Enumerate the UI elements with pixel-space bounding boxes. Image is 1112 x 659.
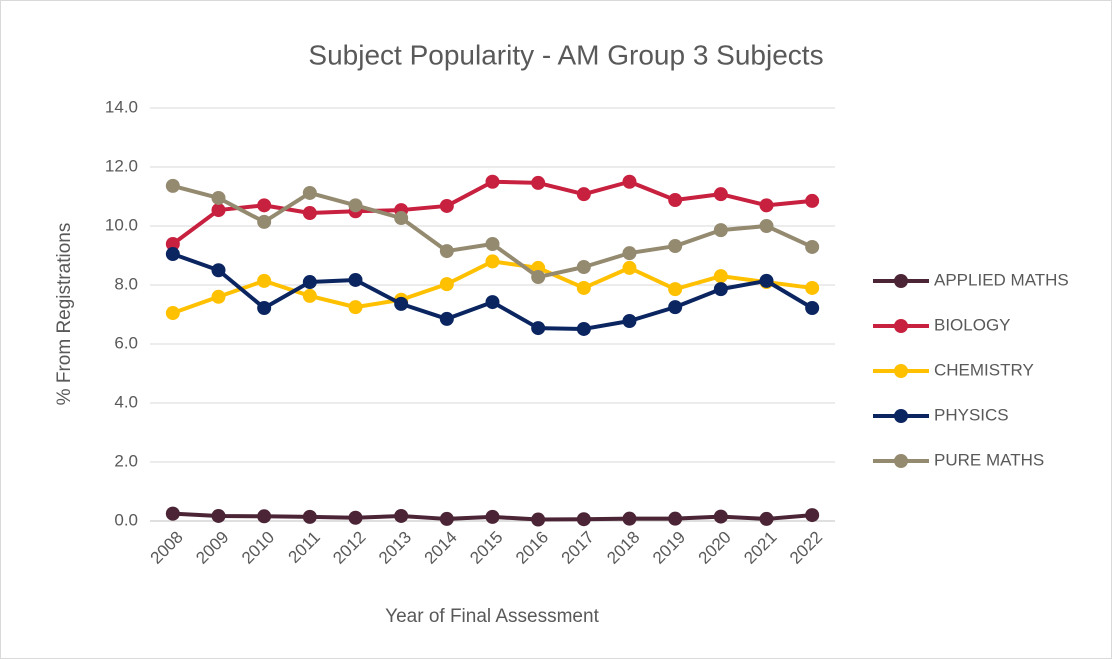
data-point bbox=[439, 311, 454, 326]
legend-marker bbox=[894, 364, 908, 378]
data-point bbox=[302, 509, 317, 524]
legend-label: BIOLOGY bbox=[934, 315, 1011, 334]
data-point bbox=[257, 301, 272, 316]
data-point bbox=[713, 269, 728, 284]
data-point bbox=[713, 223, 728, 238]
y-tick-label: 2.0 bbox=[114, 451, 138, 470]
data-point bbox=[439, 198, 454, 213]
y-tick-label: 0.0 bbox=[114, 510, 138, 529]
x-axis-label: Year of Final Assessment bbox=[385, 606, 599, 627]
legend-label: APPLIED MATHS bbox=[934, 270, 1069, 289]
data-point bbox=[257, 273, 272, 288]
data-point bbox=[211, 289, 226, 304]
data-point bbox=[805, 239, 820, 254]
data-point bbox=[576, 321, 591, 336]
data-point bbox=[576, 260, 591, 275]
data-point bbox=[531, 270, 546, 285]
data-point bbox=[165, 178, 180, 193]
data-point bbox=[439, 511, 454, 526]
data-point bbox=[668, 300, 683, 315]
data-point bbox=[805, 301, 820, 316]
data-point bbox=[485, 236, 500, 251]
data-point bbox=[668, 239, 683, 254]
data-point bbox=[805, 193, 820, 208]
data-point bbox=[576, 280, 591, 295]
legend-label: PURE MATHS bbox=[934, 450, 1044, 469]
data-point bbox=[622, 174, 637, 189]
data-point bbox=[439, 277, 454, 292]
data-point bbox=[165, 306, 180, 321]
data-point bbox=[165, 506, 180, 521]
data-point bbox=[165, 236, 180, 251]
data-point bbox=[211, 263, 226, 278]
data-point bbox=[439, 244, 454, 259]
data-point bbox=[257, 509, 272, 524]
data-point bbox=[348, 272, 363, 287]
chart-title: Subject Popularity - AM Group 3 Subjects bbox=[308, 39, 823, 70]
data-point bbox=[302, 288, 317, 303]
legend-marker bbox=[894, 454, 908, 468]
data-point bbox=[713, 282, 728, 297]
legend-label: CHEMISTRY bbox=[934, 360, 1034, 379]
data-point bbox=[576, 512, 591, 527]
y-tick-label: 10.0 bbox=[105, 215, 138, 234]
data-point bbox=[394, 296, 409, 311]
data-point bbox=[348, 510, 363, 525]
data-point bbox=[485, 509, 500, 524]
data-point bbox=[348, 300, 363, 315]
y-tick-label: 4.0 bbox=[114, 392, 138, 411]
data-point bbox=[348, 198, 363, 213]
data-point bbox=[759, 511, 774, 526]
data-point bbox=[485, 254, 500, 269]
data-point bbox=[531, 321, 546, 336]
data-point bbox=[576, 187, 591, 202]
data-point bbox=[668, 193, 683, 208]
data-point bbox=[622, 260, 637, 275]
data-point bbox=[165, 247, 180, 262]
legend-marker bbox=[894, 409, 908, 423]
data-point bbox=[531, 512, 546, 527]
data-point bbox=[257, 214, 272, 229]
y-tick-label: 14.0 bbox=[105, 97, 138, 116]
data-point bbox=[531, 175, 546, 190]
data-point bbox=[211, 190, 226, 205]
legend-marker bbox=[894, 274, 908, 288]
data-point bbox=[759, 273, 774, 288]
y-axis-label: % From Registrations bbox=[54, 223, 75, 406]
y-tick-label: 12.0 bbox=[105, 156, 138, 175]
data-point bbox=[668, 511, 683, 526]
data-point bbox=[302, 206, 317, 221]
data-point bbox=[302, 275, 317, 290]
data-point bbox=[485, 295, 500, 310]
data-point bbox=[805, 508, 820, 523]
data-point bbox=[211, 203, 226, 218]
legend-marker bbox=[894, 319, 908, 333]
data-point bbox=[805, 280, 820, 295]
data-point bbox=[394, 211, 409, 226]
y-tick-label: 8.0 bbox=[114, 274, 138, 293]
data-point bbox=[211, 508, 226, 523]
data-point bbox=[759, 198, 774, 213]
data-point bbox=[622, 511, 637, 526]
data-point bbox=[759, 219, 774, 233]
legend-label: PHYSICS bbox=[934, 405, 1009, 424]
data-point bbox=[394, 508, 409, 523]
data-point bbox=[257, 198, 272, 213]
data-point bbox=[622, 246, 637, 261]
data-point bbox=[713, 509, 728, 524]
y-tick-label: 6.0 bbox=[114, 333, 138, 352]
data-point bbox=[713, 187, 728, 202]
data-point bbox=[302, 185, 317, 200]
data-point bbox=[668, 282, 683, 297]
data-point bbox=[622, 313, 637, 328]
data-point bbox=[485, 174, 500, 189]
